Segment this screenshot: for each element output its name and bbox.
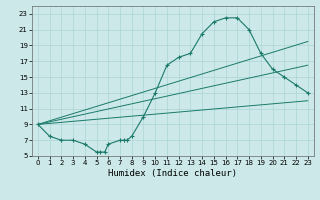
X-axis label: Humidex (Indice chaleur): Humidex (Indice chaleur) <box>108 169 237 178</box>
